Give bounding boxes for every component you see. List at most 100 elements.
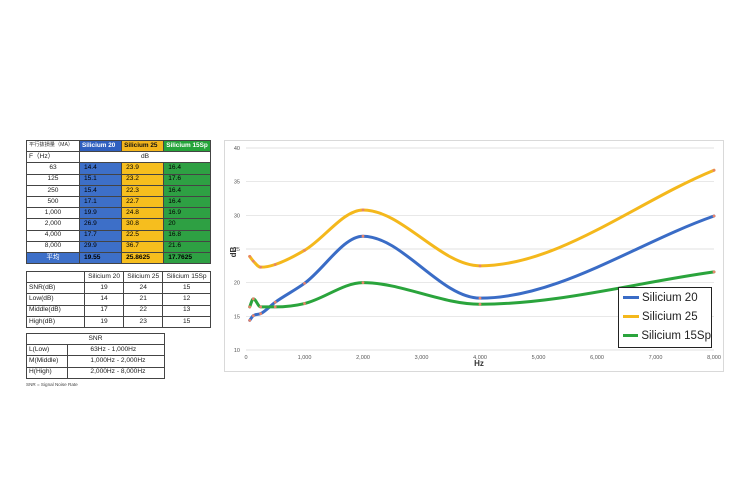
- data-point-silicium-20: [712, 214, 716, 218]
- data-point-silicium-20: [361, 234, 365, 238]
- data-point-silicium-15sp: [273, 305, 277, 309]
- table2-cell: 13: [162, 304, 211, 317]
- table1-cell: 15.4: [78, 184, 123, 197]
- table1-cell: 16.4: [163, 195, 211, 209]
- table2-cell: 14: [83, 293, 125, 306]
- data-point-silicium-20: [273, 300, 277, 304]
- table1-header-cell: Silicium 20: [78, 139, 123, 153]
- table1-cell: 30.8: [121, 218, 165, 231]
- table1-cell: 19.9: [78, 207, 123, 220]
- table2-cell: 17: [83, 304, 125, 317]
- table1-cell: 36.7: [121, 240, 165, 253]
- table1-subheader-row: F（Hz） dB: [26, 151, 212, 164]
- table3-row: M(Middle) 1,000Hz - 2,000Hz: [25, 355, 165, 368]
- series-line-silicium-25: [248, 168, 716, 269]
- table1-average-cell: 19.55: [78, 251, 123, 265]
- legend-item: Silicium 15Sp: [619, 326, 711, 345]
- data-point-silicium-15sp: [251, 297, 255, 301]
- snr-bands-table: SNR L(Low) 63Hz - 1,000Hz M(Middle) 1,000Hz…: [25, 332, 165, 379]
- table2-cell: 12: [162, 293, 211, 306]
- table2-header-cell: Silicium 15Sp: [162, 270, 211, 284]
- table1-average-cell: 平均: [26, 251, 80, 265]
- table1-cell: 16.4: [163, 184, 211, 197]
- table2-header-cell: Silicium 25: [123, 270, 164, 284]
- table1-cell: 14.4: [78, 162, 123, 175]
- data-point-silicium-20: [303, 281, 306, 285]
- table2-cell: Low(dB): [26, 293, 85, 306]
- data-point-silicium-15sp: [478, 302, 482, 306]
- data-point-silicium-25: [273, 263, 277, 266]
- y-tick-label: 35: [234, 180, 240, 186]
- data-point-silicium-15sp: [361, 281, 365, 285]
- table1-cell: 16.4: [163, 162, 211, 175]
- table2-cell: 19: [83, 315, 125, 328]
- data-point-silicium-15sp: [259, 305, 263, 309]
- data-point-silicium-25: [303, 248, 306, 252]
- table2-cell: 23: [123, 315, 164, 328]
- table1-cell: 21.6: [163, 240, 211, 253]
- legend-label: Silicium 15Sp: [641, 329, 711, 342]
- x-tick-label: 4,000: [473, 355, 487, 361]
- table1-subheader-cell: F（Hz）: [26, 151, 80, 164]
- table1-average-cell: 17.7625: [163, 251, 211, 265]
- table2-cell: 15: [162, 315, 211, 328]
- table1-header-cell: Silicium 15Sp: [163, 139, 211, 153]
- table1-row: 8,000 29.9 36.7 21.6: [26, 240, 211, 253]
- x-tick-label: 2,000: [356, 355, 370, 361]
- data-point-silicium-15sp: [248, 305, 252, 309]
- table1-cell: 63: [26, 162, 80, 175]
- y-axis-label: dB: [229, 246, 238, 257]
- table3-title-row: SNR: [26, 332, 165, 346]
- legend-item: Silicium 25: [619, 307, 711, 326]
- table1-row: 63 14.4 23.9 16.4: [26, 162, 211, 175]
- data-point-silicium-20: [478, 296, 482, 300]
- table1-cell: 26.9: [78, 218, 123, 231]
- data-point-silicium-25: [712, 168, 716, 172]
- table1-header-cell: 平行抜損量（MA）: [26, 139, 80, 153]
- table2-cell: 19: [83, 282, 125, 295]
- table1-cell: 17.7: [78, 229, 123, 242]
- table1-cell: 1,000: [26, 207, 80, 220]
- table1-subheader-cell: dB: [78, 151, 212, 164]
- table1-row: 1,000 19.9 24.8 16.9: [26, 207, 211, 220]
- snr-footnote: SNR = Signal Noise Rate: [26, 382, 78, 387]
- table2-cell: 24: [123, 282, 164, 295]
- data-point-silicium-20: [259, 312, 263, 316]
- table1-header-row: 平行抜損量（MA） Silicium 20 Silicium 25 Silici…: [26, 139, 211, 153]
- table1-average-row: 平均 19.55 25.8625 17.7625: [26, 251, 211, 265]
- table2-header-cell: Silicium 20: [83, 270, 125, 284]
- x-tick-label: 3,000: [415, 355, 429, 361]
- y-tick-label: 25: [234, 247, 240, 253]
- data-point-silicium-15sp: [303, 302, 306, 305]
- series-line-silicium-20: [248, 214, 716, 322]
- table1-cell: 16.9: [163, 207, 211, 220]
- table1-cell: 23.9: [121, 162, 165, 175]
- x-axis-label: Hz: [474, 359, 484, 368]
- table3-cell: 1,000Hz - 2,000Hz: [67, 355, 165, 368]
- table1-cell: 500: [26, 195, 80, 209]
- x-tick-label: 8,000: [707, 355, 721, 361]
- y-tick-label: 15: [234, 314, 240, 320]
- table1-row: 125 15.1 23.2 17.6: [26, 173, 211, 186]
- table1-cell: 16.8: [163, 229, 211, 242]
- data-point-silicium-25: [361, 208, 365, 212]
- data-point-silicium-20: [251, 314, 255, 318]
- table1-row: 500 17.1 22.7 16.4: [26, 195, 211, 209]
- table3-row: L(Low) 63Hz - 1,000Hz: [25, 344, 165, 357]
- table1-cell: 2,000: [26, 218, 80, 231]
- legend-swatch-silicium-25: [623, 315, 639, 318]
- table1-cell: 20: [163, 218, 211, 231]
- table1-cell: 250: [26, 184, 80, 197]
- table1-cell: 23.2: [121, 173, 165, 186]
- table1-average-cell: 25.8625: [121, 251, 165, 265]
- db-frequency-line-chart: 10 15 20 25 30 35 40 0 1,000 2,000 3,000 4,000 5,00…: [224, 140, 724, 372]
- legend-label: Silicium 20: [642, 291, 698, 304]
- table1-row: 4,000 17.7 22.5 16.8: [26, 229, 211, 242]
- table1-cell: 22.3: [121, 184, 165, 197]
- table2-row: Low(dB) 14 21 12: [26, 293, 211, 306]
- table1-row: 250 15.4 22.3 16.4: [26, 184, 211, 197]
- y-tick-label: 40: [234, 146, 240, 152]
- x-tick-label: 5,000: [532, 355, 546, 361]
- table1-cell: 22.5: [121, 229, 165, 242]
- table1-cell: 29.9: [78, 240, 123, 253]
